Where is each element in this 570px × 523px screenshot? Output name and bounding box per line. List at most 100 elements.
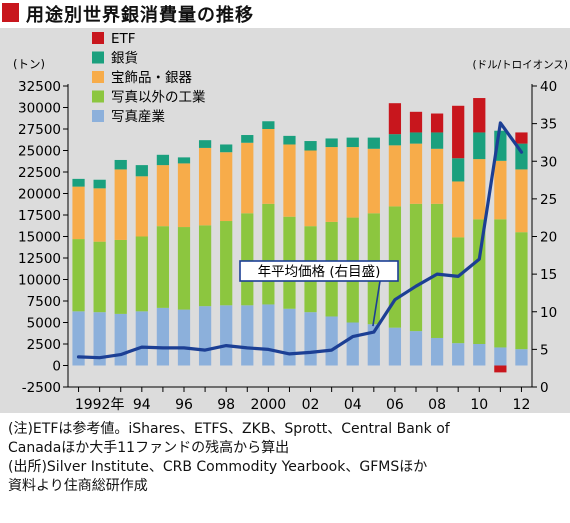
bar-segment	[72, 311, 85, 366]
bar-segment	[452, 158, 465, 182]
bar-segment	[409, 331, 423, 366]
bar-segment	[325, 147, 338, 222]
bar-segment	[367, 137, 380, 149]
bar-segment	[452, 105, 465, 159]
bar-segment	[93, 179, 106, 189]
bar-segment	[325, 316, 338, 366]
left-axis-tick-label: -2500	[22, 380, 61, 396]
bar-segment	[241, 142, 254, 214]
bar-segment	[494, 160, 507, 220]
bar-segment	[409, 132, 423, 144]
bar-segment	[220, 152, 233, 222]
bar-segment	[494, 347, 507, 366]
bar-segment	[198, 140, 212, 148]
bar-segment	[304, 150, 317, 227]
legend-swatch	[92, 110, 104, 122]
bar-segment	[409, 203, 423, 332]
bar-segment	[388, 145, 402, 207]
bar-segment	[430, 148, 444, 204]
legend-swatch	[92, 71, 104, 83]
bar-segment	[135, 311, 148, 366]
right-axis-tick-label: 30	[540, 154, 557, 170]
bar-segment	[262, 129, 275, 204]
legend-swatch	[92, 90, 104, 103]
chart-title: 用途別世界銀消費量の推移	[26, 5, 254, 26]
left-axis-tick-label: 17500	[18, 208, 61, 224]
left-axis-tick-label: 22500	[18, 165, 61, 181]
bar-segment	[473, 219, 486, 344]
x-axis-tick-label: 02	[302, 397, 320, 413]
bar-segment	[114, 159, 127, 170]
bar-segment	[220, 305, 233, 366]
legend-label: 宝飾品・銀器	[111, 70, 192, 86]
bar-segment	[388, 327, 402, 366]
bar-segment	[156, 307, 170, 366]
bar-segment	[135, 165, 148, 177]
left-axis-tick-label: 12500	[18, 251, 61, 267]
bar-segment	[220, 144, 233, 153]
bar-segment	[262, 121, 275, 129]
bar-segment	[367, 148, 380, 214]
bar-segment	[72, 178, 85, 187]
bar-segment	[388, 103, 402, 135]
bar-segment	[93, 312, 106, 366]
right-axis-tick-label: 15	[540, 267, 557, 283]
left-axis-tick-label: 27500	[18, 122, 61, 138]
title-marker	[2, 3, 19, 22]
right-axis-tick-label: 5	[540, 342, 549, 358]
bar-segment	[515, 169, 528, 233]
right-axis-tick-label: 20	[540, 230, 557, 246]
bar-segment	[198, 147, 212, 226]
bar-segment	[409, 111, 423, 133]
chart: -250002500500075001000012500150001750020…	[13, 31, 568, 413]
bar-segment	[283, 144, 296, 217]
legend-label: 写真以外の工業	[111, 90, 206, 106]
note-line-1: (注)ETFは参考値。iShares、ETFS、ZKB、Sprott、Centr…	[8, 421, 450, 437]
bar-segment	[452, 181, 465, 238]
bar-segment	[93, 188, 106, 242]
price-line-leader	[372, 280, 381, 327]
bar-segment	[430, 132, 444, 149]
bar-segment	[473, 159, 486, 220]
price-line-label: 年平均価格 (右目盛)	[258, 264, 381, 280]
left-axis-tick-label: 15000	[18, 230, 61, 246]
right-axis-tick-label: 0	[540, 380, 549, 396]
bar-segment	[198, 306, 212, 366]
bar-segment	[241, 213, 254, 306]
x-axis-tick-label: 2000	[251, 397, 287, 413]
bar-segment	[430, 337, 444, 366]
bar-segment	[452, 343, 465, 366]
bar-segment	[72, 239, 85, 312]
bar-segment	[388, 134, 402, 146]
bar-segment	[262, 304, 275, 366]
bar-segment	[430, 203, 444, 338]
price-line	[76, 121, 524, 360]
x-axis-tick-label: 1992年	[75, 397, 125, 413]
bar-segment	[283, 135, 296, 145]
x-axis-tick-label: 06	[386, 397, 404, 413]
left-axis-tick-label: 30000	[18, 101, 61, 117]
left-axis-tick-label: 20000	[18, 187, 61, 203]
legend-label: 銀貨	[111, 50, 138, 67]
bar-segment	[156, 165, 170, 227]
bar-segment	[283, 308, 296, 366]
bar-segment	[135, 176, 148, 237]
left-axis-tick-label: 2500	[27, 337, 61, 353]
note-line-3: (出所)Silver Institute、CRB Commodity Yearb…	[8, 459, 428, 475]
bar-segment	[93, 241, 106, 313]
bar-segment	[114, 169, 127, 240]
left-axis-tick-label: 25000	[18, 144, 61, 160]
bar-segment	[515, 232, 528, 350]
bar-segment	[198, 225, 212, 307]
right-axis-tick-label: 10	[540, 305, 557, 321]
bar-segment	[304, 141, 317, 151]
x-axis-tick-label: 04	[344, 397, 362, 413]
left-axis-tick-label: 32500	[18, 79, 61, 95]
left-axis-tick-label: 7500	[27, 294, 61, 310]
right-axis-unit-label: (ドル/トロイオンス)	[472, 59, 568, 71]
bar-segment	[515, 349, 528, 366]
bar-segment	[473, 98, 486, 133]
legend-swatch	[92, 51, 104, 64]
bar-segment	[156, 226, 170, 308]
bar-segment	[473, 132, 486, 160]
